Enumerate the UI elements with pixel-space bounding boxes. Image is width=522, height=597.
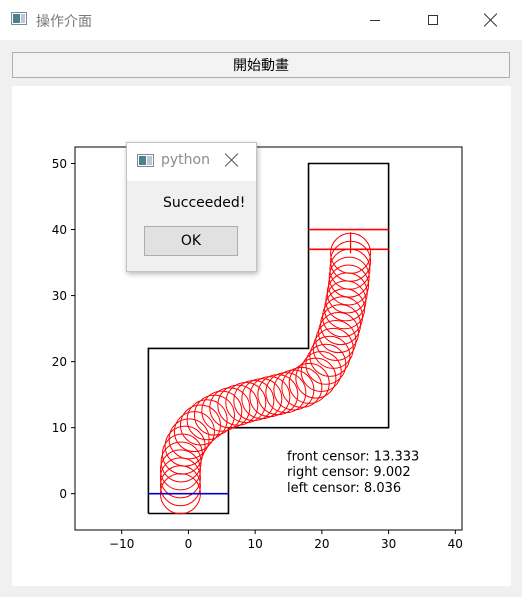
app-window-icon	[11, 12, 27, 25]
track-boundary	[147, 162, 390, 515]
track-plot: −10 0 10 20 30 40 0 10 20 30 40 50 front censor: 13…	[52, 146, 463, 551]
minimize-button[interactable]	[352, 0, 398, 40]
ok-button[interactable]: OK	[144, 226, 238, 256]
y-tick-label: 50	[52, 157, 67, 171]
x-tick-label: 40	[448, 537, 463, 551]
car-circle	[159, 457, 201, 499]
car-circle	[159, 465, 201, 507]
axes-frame	[74, 146, 463, 531]
car-circle	[186, 399, 228, 441]
car-circle	[288, 362, 330, 404]
window-title-bar[interactable]: 操作介面	[0, 0, 522, 40]
minimize-icon	[370, 19, 380, 21]
y-tick-label: 40	[52, 223, 67, 237]
x-tick-label: 10	[248, 537, 263, 551]
y-tick-label: 30	[52, 289, 67, 303]
car-circle	[309, 335, 351, 377]
car-circle	[315, 319, 357, 361]
car-circle	[320, 304, 362, 346]
start-animation-button[interactable]: 開始動畫	[12, 52, 510, 78]
y-tick-label: 20	[52, 355, 67, 369]
dialog-message: Succeeded!	[163, 195, 246, 211]
close-icon	[484, 13, 498, 27]
car-circle	[328, 256, 370, 298]
maximize-button[interactable]	[410, 0, 456, 40]
car-circle	[312, 327, 354, 369]
window-title: 操作介面	[36, 14, 92, 30]
close-button[interactable]	[468, 0, 514, 40]
front-sensor-label: front censor: 13.333	[287, 450, 419, 465]
car-circle	[160, 441, 202, 483]
y-tick-label: 10	[52, 421, 67, 435]
x-tick-label: 30	[381, 537, 396, 551]
car-circle	[168, 418, 210, 460]
x-tick-label: 20	[314, 537, 329, 551]
plot-canvas: −10 0 10 20 30 40 0 10 20 30 40 50 front censor: 13…	[12, 86, 511, 586]
python-app-icon	[137, 154, 154, 167]
dialog-title: python	[161, 152, 210, 168]
dialog-close-icon[interactable]	[225, 153, 239, 167]
car-circle	[300, 351, 342, 393]
right-sensor-label: right censor: 9.002	[287, 465, 411, 480]
car-circle	[209, 387, 251, 429]
car-circle	[265, 372, 307, 414]
car-circle	[318, 312, 360, 354]
dialog-title-bar[interactable]: python	[127, 143, 256, 181]
left-sensor-label: left censor: 8.036	[287, 481, 401, 496]
y-tick-label: 0	[59, 487, 67, 501]
x-tick-label: −10	[109, 537, 134, 551]
car-circle	[159, 449, 201, 491]
car-circle	[164, 425, 206, 467]
maximize-icon	[428, 15, 438, 25]
car-circle	[201, 390, 243, 432]
car-circle	[179, 404, 221, 446]
message-dialog: python Succeeded! OK	[126, 142, 257, 272]
car-circle	[217, 384, 259, 426]
car-circle	[328, 264, 370, 306]
x-tick-label: 0	[185, 537, 193, 551]
